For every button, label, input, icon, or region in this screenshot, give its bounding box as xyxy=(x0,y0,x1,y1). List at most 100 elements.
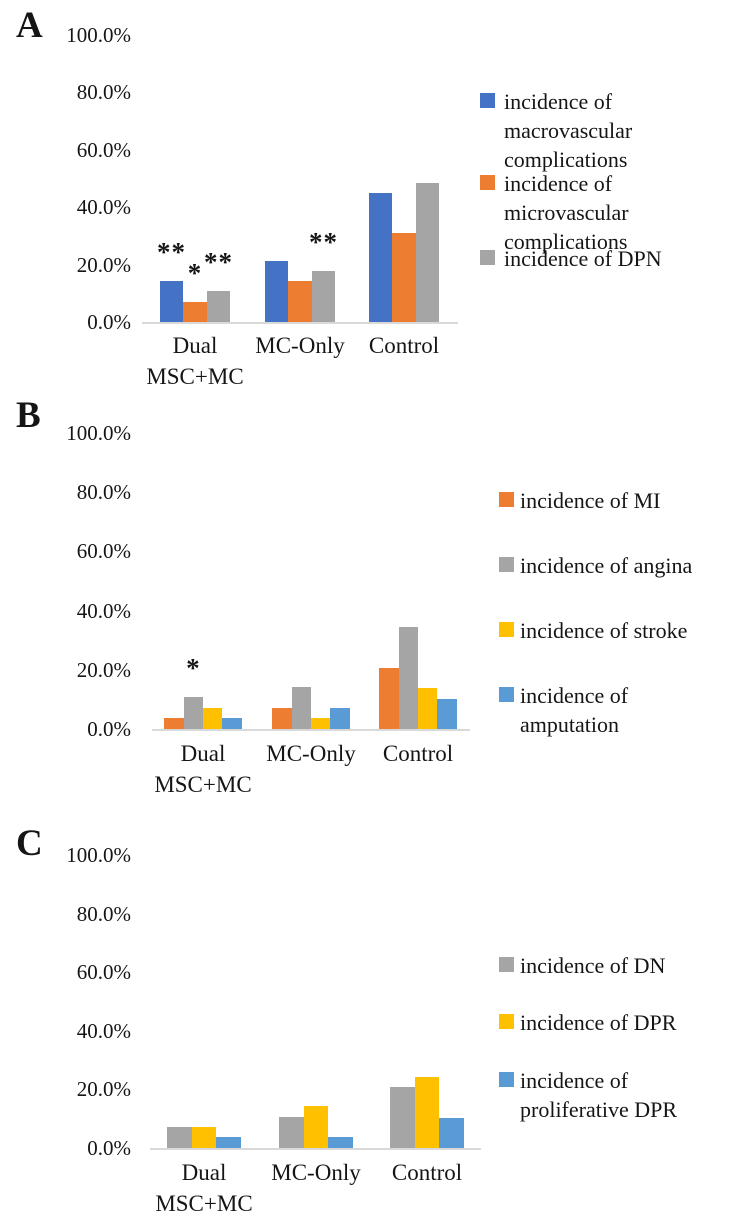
x-category-label: Dual xyxy=(180,741,226,766)
bar xyxy=(272,707,292,729)
bar xyxy=(368,193,393,322)
panel-b-letter: B xyxy=(16,395,41,436)
legend-color-chip xyxy=(499,957,514,972)
bar xyxy=(159,280,184,322)
x-category-label: MSC+MC xyxy=(146,364,244,389)
bar xyxy=(164,718,184,729)
bar xyxy=(303,1106,329,1148)
legend-item-label: incidence of stroke xyxy=(520,618,688,643)
legend-item-label: incidence of xyxy=(504,171,613,196)
bar xyxy=(392,233,416,322)
legend-color-chip xyxy=(499,557,514,572)
bar xyxy=(167,1127,192,1148)
bar xyxy=(439,1117,464,1148)
y-tick-label: 100.0% xyxy=(66,23,131,47)
x-axis-line xyxy=(142,322,458,324)
legend-item-label: macrovascular xyxy=(504,118,633,143)
bar xyxy=(264,260,289,322)
legend-color-chip xyxy=(499,492,514,507)
x-category-label: Control xyxy=(368,333,440,358)
bar xyxy=(437,698,457,729)
bar xyxy=(291,686,311,729)
legend-item-label: complications xyxy=(504,147,628,172)
bar xyxy=(216,1137,241,1148)
legend-color-chip xyxy=(499,687,514,702)
panel-a-letter: A xyxy=(16,5,43,46)
legend-color-chip xyxy=(499,1072,514,1087)
bar xyxy=(414,1077,440,1148)
legend-color-chip xyxy=(480,175,495,190)
bar xyxy=(183,301,207,322)
significance-marker: * xyxy=(186,653,201,684)
bar xyxy=(183,697,203,729)
bar xyxy=(418,688,438,729)
bar xyxy=(206,291,231,322)
x-category-label: Dual xyxy=(181,1160,227,1185)
bar xyxy=(311,270,336,322)
bar xyxy=(398,626,418,729)
x-category-label: MC-Only xyxy=(271,1160,361,1185)
bar xyxy=(379,667,399,729)
significance-marker: ** xyxy=(309,226,338,257)
legend-item-label: incidence of DPR xyxy=(520,1010,677,1035)
y-tick-label: 40.0% xyxy=(76,1018,131,1043)
x-category-label: Dual xyxy=(172,333,218,358)
y-tick-label: 80.0% xyxy=(76,901,131,926)
bar xyxy=(222,718,242,729)
x-category-label: Control xyxy=(391,1160,463,1185)
y-tick-label: 20.0% xyxy=(76,1077,131,1102)
legend-item-label: amputation xyxy=(520,712,619,737)
significance-marker: ** xyxy=(204,247,233,278)
legend-item-label: incidence of DN xyxy=(520,953,666,978)
x-category-label: MC-Only xyxy=(266,741,356,766)
bar xyxy=(191,1127,217,1148)
x-category-label: MSC+MC xyxy=(154,772,252,797)
legend-item-label: incidence of DPN xyxy=(504,246,662,271)
x-category-label: Control xyxy=(382,741,454,766)
y-tick-label: 20.0% xyxy=(76,252,131,277)
y-tick-label: 40.0% xyxy=(76,598,131,623)
significance-marker: * xyxy=(187,257,203,288)
y-tick-label: 100.0% xyxy=(66,843,131,867)
bar xyxy=(328,1137,353,1148)
legend-item-label: incidence of xyxy=(520,1068,629,1093)
legend-item-label: complications xyxy=(504,229,628,254)
bar xyxy=(203,707,223,729)
y-tick-label: 60.0% xyxy=(76,539,131,564)
bar xyxy=(288,280,312,322)
x-category-label: MC-Only xyxy=(255,333,345,358)
legend-item-label: microvascular xyxy=(504,200,629,225)
y-tick-label: 0.0% xyxy=(87,1136,131,1160)
y-tick-label: 0.0% xyxy=(87,310,131,334)
legend-item-label: incidence of xyxy=(504,89,613,114)
y-tick-label: 80.0% xyxy=(76,80,131,105)
legend-color-chip xyxy=(499,622,514,637)
legend-color-chip xyxy=(499,1014,514,1029)
legend-item-label: incidence of MI xyxy=(520,488,661,513)
bar xyxy=(279,1116,304,1148)
bar xyxy=(415,183,440,322)
bar xyxy=(311,718,331,729)
x-axis-line xyxy=(150,1148,481,1150)
y-tick-label: 60.0% xyxy=(76,137,131,162)
legend-item-label: incidence of xyxy=(520,683,629,708)
x-category-label: MSC+MC xyxy=(155,1191,253,1216)
panel-c-letter: C xyxy=(16,823,43,864)
legend-item-label: proliferative DPR xyxy=(520,1097,678,1122)
y-tick-label: 0.0% xyxy=(87,717,131,741)
significance-marker: ** xyxy=(157,236,186,267)
y-tick-label: 40.0% xyxy=(76,195,131,220)
y-tick-label: 20.0% xyxy=(76,657,131,682)
y-tick-label: 60.0% xyxy=(76,960,131,985)
bar xyxy=(390,1087,415,1148)
x-axis-line xyxy=(152,729,470,731)
legend-color-chip xyxy=(480,250,495,265)
y-tick-label: 100.0% xyxy=(66,421,131,445)
y-tick-label: 80.0% xyxy=(76,480,131,505)
bar xyxy=(330,707,350,729)
legend-color-chip xyxy=(480,93,495,108)
